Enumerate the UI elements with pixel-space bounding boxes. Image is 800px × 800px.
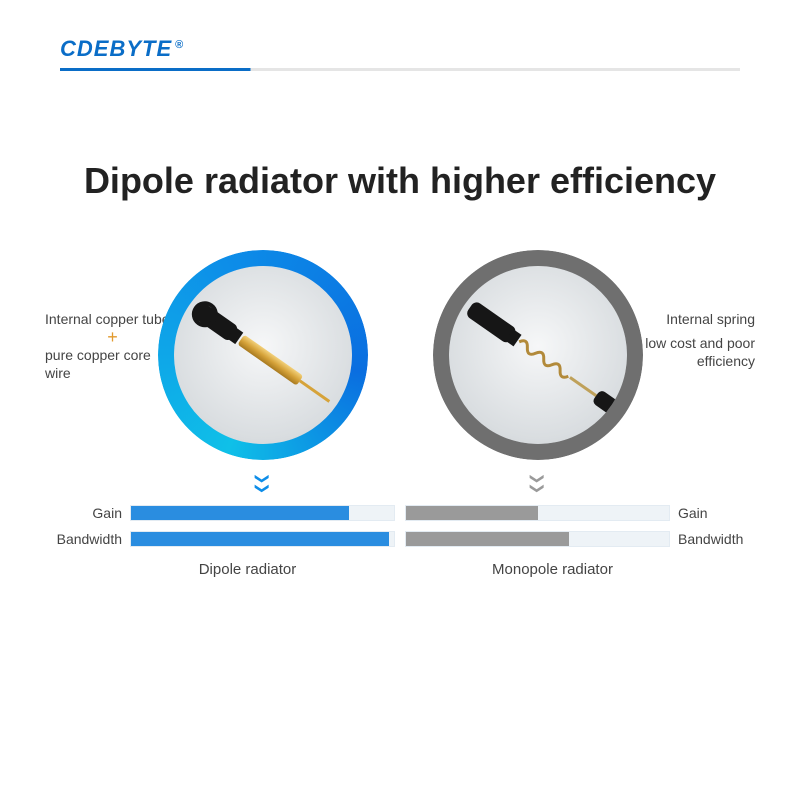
dipole-gain-row: Gain <box>50 505 395 521</box>
monopole-panel: Internal spring low cost and poor effici… <box>405 250 750 578</box>
brand-logo: CDEBYTE ® <box>60 36 183 62</box>
monopole-illustration <box>449 266 627 444</box>
brand-name: CDEBYTE <box>60 36 172 62</box>
monopole-bars: Gain Bandwidth <box>405 505 750 547</box>
dipole-bw-track <box>130 531 395 547</box>
monopole-bw-label: Bandwidth <box>670 531 750 547</box>
dipole-bw-row: Bandwidth <box>50 531 395 547</box>
brand-underline <box>60 68 740 71</box>
monopole-chevron-icon: ❯❯ <box>529 473 546 492</box>
monopole-label-bottom: low cost and poor efficiency <box>625 334 755 370</box>
dipole-circle <box>158 250 368 460</box>
dipole-bw-fill <box>131 532 389 546</box>
page-title: Dipole radiator with higher efficiency <box>60 160 740 202</box>
brand-registered-mark: ® <box>175 39 183 51</box>
monopole-antenna-icon <box>449 266 627 444</box>
dipole-gain-label: Gain <box>50 505 130 521</box>
monopole-side-labels: Internal spring low cost and poor effici… <box>625 310 755 371</box>
dipole-bars: Gain Bandwidth <box>50 505 395 547</box>
dipole-chevron-icon: ❯❯ <box>254 473 271 492</box>
monopole-bw-fill <box>406 532 569 546</box>
monopole-gain-label: Gain <box>670 505 750 521</box>
comparison-panels: Internal copper tube + pure copper core … <box>50 250 750 578</box>
monopole-gain-row: Gain <box>405 505 750 521</box>
dipole-antenna-icon <box>174 266 352 444</box>
monopole-caption: Monopole radiator <box>492 561 613 578</box>
monopole-circle <box>433 250 643 460</box>
dipole-gain-track <box>130 505 395 521</box>
dipole-gain-fill <box>131 506 349 520</box>
dipole-caption: Dipole radiator <box>199 561 297 578</box>
monopole-gain-fill <box>406 506 538 520</box>
monopole-bw-track <box>405 531 670 547</box>
dipole-panel: Internal copper tube + pure copper core … <box>50 250 395 578</box>
dipole-bw-label: Bandwidth <box>50 531 130 547</box>
monopole-gain-track <box>405 505 670 521</box>
dipole-illustration <box>174 266 352 444</box>
monopole-bw-row: Bandwidth <box>405 531 750 547</box>
monopole-label-top: Internal spring <box>625 310 755 328</box>
